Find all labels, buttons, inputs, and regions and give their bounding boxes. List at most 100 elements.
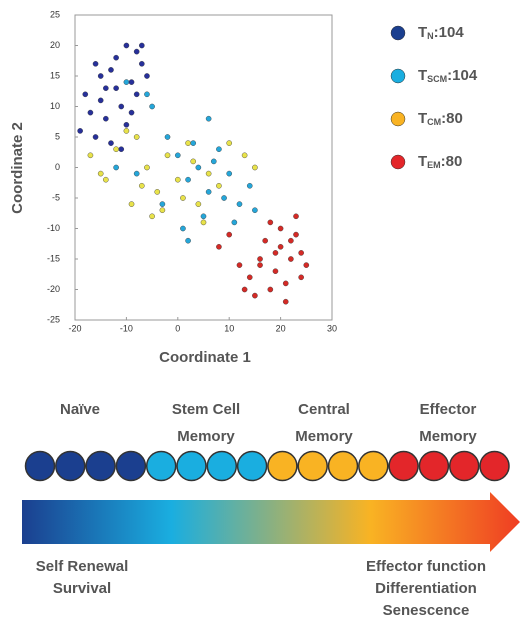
legend-name: T — [418, 110, 427, 127]
point — [246, 274, 253, 281]
point — [282, 298, 289, 305]
point — [226, 170, 232, 177]
legend-subscript: N — [427, 31, 434, 41]
right-label: Senescence — [383, 602, 470, 619]
stage-circle — [388, 450, 419, 482]
point — [139, 61, 145, 67]
point — [216, 146, 222, 152]
point — [164, 134, 171, 140]
point — [123, 128, 130, 134]
y-tick-label: -5 — [52, 192, 60, 202]
stage-circle — [206, 450, 238, 482]
point — [144, 91, 150, 98]
x-tick-label: -20 — [68, 323, 81, 333]
point — [174, 152, 181, 159]
point — [159, 207, 166, 213]
legend-marker — [390, 68, 406, 84]
point — [303, 262, 310, 268]
point — [133, 91, 140, 98]
point — [97, 97, 104, 104]
point — [277, 225, 284, 232]
point — [118, 103, 125, 110]
y-tick-label: 10 — [50, 101, 60, 111]
x-tick-label: 30 — [327, 323, 337, 333]
point — [195, 201, 202, 207]
point — [257, 256, 263, 262]
point — [185, 176, 191, 183]
y-tick-label: -15 — [47, 253, 60, 263]
point — [298, 274, 304, 281]
legend-count: :104 — [434, 24, 465, 41]
left-label: Self Renewal — [36, 558, 129, 575]
stage-circle — [267, 450, 298, 482]
point — [185, 237, 191, 244]
point — [108, 67, 114, 73]
point — [133, 170, 140, 177]
point — [236, 262, 243, 268]
progression-arrow — [22, 492, 520, 552]
legend-subscript: CM — [427, 117, 441, 127]
point — [159, 201, 166, 207]
point — [226, 140, 232, 146]
stage-circle — [297, 450, 328, 482]
stage-circle — [479, 450, 510, 482]
point — [139, 182, 145, 189]
legend-count: :80 — [441, 110, 463, 127]
stage-label: Naïve — [60, 401, 100, 418]
y-axis-label: Coordinate 2 — [9, 122, 26, 214]
stage-label: Memory — [177, 428, 235, 445]
point — [216, 243, 222, 250]
x-tick-label: 20 — [276, 323, 286, 333]
point — [133, 134, 140, 140]
stage-circle — [24, 450, 56, 482]
point — [200, 213, 207, 220]
point — [252, 292, 258, 299]
point — [180, 225, 186, 232]
point — [282, 280, 289, 287]
point — [298, 250, 304, 256]
point — [149, 103, 155, 110]
point — [113, 54, 119, 61]
y-tick-label: 25 — [50, 9, 60, 19]
x-tick-label: 10 — [224, 323, 234, 333]
stage-label: Memory — [295, 428, 353, 445]
point — [82, 91, 89, 98]
y-tick-label: 20 — [50, 40, 60, 50]
y-tick-label: 15 — [50, 70, 60, 80]
stage-circle — [236, 450, 268, 482]
right-label: Differentiation — [375, 580, 477, 597]
legend-marker — [390, 25, 406, 41]
legend-label: TEM:80 — [418, 153, 462, 170]
point — [210, 158, 217, 165]
point — [257, 262, 263, 268]
legend-name: T — [418, 24, 427, 41]
x-axis-label: Coordinate 1 — [159, 349, 251, 366]
point — [226, 231, 232, 238]
stage-label: Memory — [419, 428, 477, 445]
point — [164, 152, 171, 159]
legend-name: T — [418, 153, 427, 170]
point — [77, 128, 83, 134]
y-tick-label: -10 — [47, 223, 60, 233]
point — [252, 207, 258, 213]
point — [144, 164, 150, 171]
point — [123, 122, 130, 128]
point — [87, 109, 94, 116]
point — [246, 182, 253, 189]
point — [277, 243, 284, 250]
point — [123, 42, 130, 49]
stage-circle — [448, 450, 480, 482]
point — [103, 115, 109, 122]
point — [113, 164, 119, 171]
point — [92, 134, 99, 140]
point — [252, 164, 258, 171]
left-label: Survival — [53, 580, 111, 597]
stage-circle — [85, 450, 116, 482]
x-tick-label: 0 — [175, 323, 180, 333]
point — [133, 48, 140, 55]
stage-circle — [115, 450, 147, 482]
stage-label: Stem Cell — [172, 401, 240, 418]
point — [272, 250, 279, 256]
point — [267, 286, 274, 293]
